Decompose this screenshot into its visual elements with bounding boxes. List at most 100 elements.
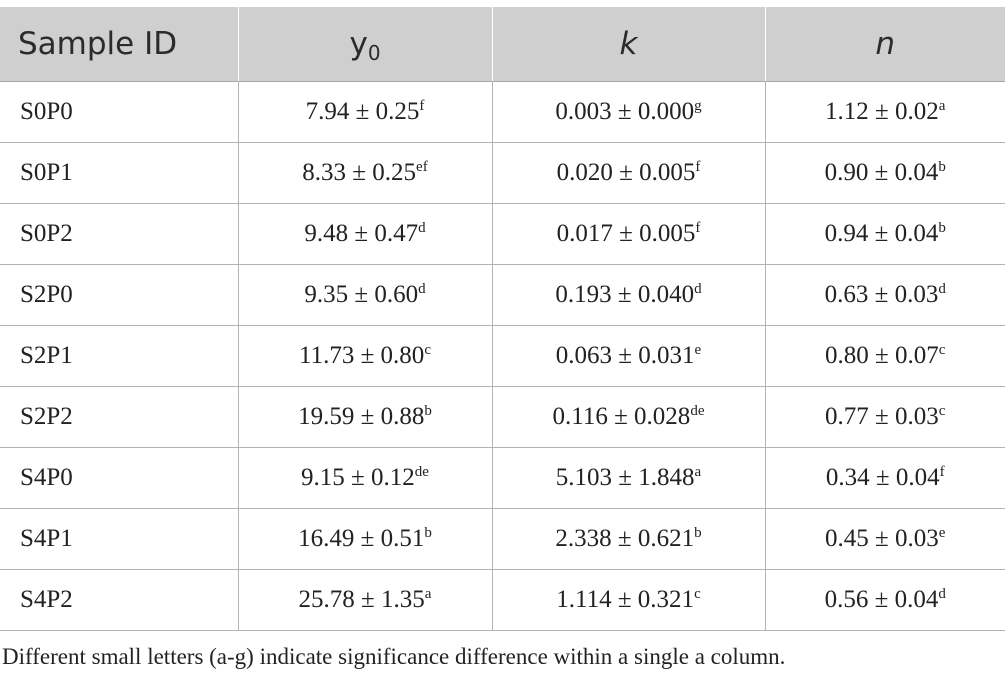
cell-k: 0.017 ± 0.005f bbox=[491, 203, 765, 265]
results-table: Sample ID y0 k n S0P0 7.94 ± 0.25f 0.003 ±… bbox=[0, 7, 1005, 631]
cell-sample-id: S4P2 bbox=[0, 569, 238, 631]
cell-k: 0.193 ± 0.040d bbox=[491, 264, 765, 326]
table-row: S2P0 9.35 ± 0.60d 0.193 ± 0.040d 0.63 ± 0.0… bbox=[0, 264, 1005, 326]
data-table-container: Sample ID y0 k n S0P0 7.94 ± 0.25f 0.003 ±… bbox=[0, 7, 1005, 631]
cell-y0-value: 11.73 ± 0.80 bbox=[299, 342, 425, 369]
cell-y0-value: 8.33 ± 0.25 bbox=[302, 159, 417, 186]
table-row: S0P2 9.48 ± 0.47d 0.017 ± 0.005f 0.94 ± 0.0… bbox=[0, 203, 1005, 265]
cell-k-significance: f bbox=[695, 159, 701, 175]
cell-y0-value: 9.35 ± 0.60 bbox=[304, 281, 419, 308]
cell-n: 0.77 ± 0.03c bbox=[764, 386, 1005, 448]
cell-n-significance: d bbox=[938, 281, 946, 297]
cell-y0: 9.15 ± 0.12de bbox=[237, 447, 492, 509]
cell-y0-significance: de bbox=[414, 464, 429, 480]
header-k: k bbox=[491, 7, 765, 82]
cell-y0: 19.59 ± 0.88b bbox=[237, 386, 492, 448]
cell-sample-id: S2P0 bbox=[0, 264, 238, 326]
cell-n: 0.63 ± 0.03d bbox=[764, 264, 1005, 326]
cell-k: 0.003 ± 0.000g bbox=[491, 81, 765, 143]
header-sample-id: Sample ID bbox=[0, 7, 238, 82]
cell-n-significance: c bbox=[938, 403, 946, 419]
header-y0: y0 bbox=[237, 7, 492, 82]
cell-n-significance: b bbox=[938, 159, 946, 175]
cell-n-significance: a bbox=[938, 98, 946, 114]
cell-y0-value: 19.59 ± 0.88 bbox=[298, 403, 425, 430]
header-n-label: n bbox=[875, 26, 896, 62]
cell-n-value: 0.56 ± 0.04 bbox=[824, 586, 939, 613]
cell-sample-id: S0P0 bbox=[0, 81, 238, 143]
header-sample-id-label: Sample ID bbox=[18, 26, 178, 62]
cell-sample-id: S2P1 bbox=[0, 325, 238, 387]
cell-y0-significance: b bbox=[424, 525, 432, 541]
cell-k-value: 0.017 ± 0.005 bbox=[556, 220, 696, 247]
header-row: Sample ID y0 k n bbox=[0, 7, 1005, 82]
cell-k-value: 0.193 ± 0.040 bbox=[555, 281, 695, 308]
header-n: n bbox=[764, 7, 1005, 82]
cell-n: 0.56 ± 0.04d bbox=[764, 569, 1005, 631]
cell-k-significance: f bbox=[695, 220, 701, 236]
table-row: S0P0 7.94 ± 0.25f 0.003 ± 0.000g 1.12 ± 0.0… bbox=[0, 81, 1005, 143]
cell-y0-significance: a bbox=[424, 586, 432, 602]
cell-k-value: 0.063 ± 0.031 bbox=[555, 342, 695, 369]
cell-n-value: 0.77 ± 0.03 bbox=[825, 403, 939, 430]
cell-k-significance: de bbox=[690, 403, 705, 419]
cell-k-significance: g bbox=[694, 98, 702, 114]
cell-y0: 16.49 ± 0.51b bbox=[237, 508, 492, 570]
cell-n-value: 0.63 ± 0.03 bbox=[824, 281, 939, 308]
cell-sample-id: S0P1 bbox=[0, 142, 238, 204]
table-header: Sample ID y0 k n bbox=[0, 7, 1005, 82]
cell-n-value: 0.45 ± 0.03 bbox=[825, 525, 939, 552]
cell-y0-significance: b bbox=[424, 403, 432, 419]
cell-k-value: 0.116 ± 0.028 bbox=[552, 403, 691, 430]
header-y0-subscript: 0 bbox=[367, 41, 381, 65]
cell-y0-value: 9.48 ± 0.47 bbox=[304, 220, 419, 247]
cell-n: 0.94 ± 0.04b bbox=[764, 203, 1005, 265]
cell-y0-significance: d bbox=[418, 281, 426, 297]
cell-y0-value: 9.15 ± 0.12 bbox=[301, 464, 415, 491]
table-row: S4P1 16.49 ± 0.51b 2.338 ± 0.621b 0.45 ± 0.… bbox=[0, 508, 1005, 570]
cell-k: 0.063 ± 0.031e bbox=[491, 325, 765, 387]
table-row: S0P1 8.33 ± 0.25ef 0.020 ± 0.005f 0.90 ± 0.… bbox=[0, 142, 1005, 204]
cell-k-value: 5.103 ± 1.848 bbox=[555, 464, 695, 491]
cell-k-significance: d bbox=[694, 281, 702, 297]
cell-n-significance: f bbox=[939, 464, 945, 480]
cell-k: 0.116 ± 0.028de bbox=[491, 386, 765, 448]
cell-y0: 11.73 ± 0.80c bbox=[237, 325, 492, 387]
header-k-label: k bbox=[619, 26, 638, 62]
cell-k: 2.338 ± 0.621b bbox=[491, 508, 765, 570]
cell-sample-id: S4P0 bbox=[0, 447, 238, 509]
cell-k-value: 2.338 ± 0.621 bbox=[555, 525, 695, 552]
cell-y0-significance: ef bbox=[416, 159, 428, 175]
cell-y0-value: 7.94 ± 0.25 bbox=[305, 98, 420, 125]
cell-k: 0.020 ± 0.005f bbox=[491, 142, 765, 204]
cell-n-significance: c bbox=[938, 342, 946, 358]
cell-y0-value: 16.49 ± 0.51 bbox=[298, 525, 425, 552]
table-footnote: Different small letters (a-g) indicate s… bbox=[2, 644, 786, 669]
cell-y0: 7.94 ± 0.25f bbox=[237, 81, 492, 143]
table-row: S4P0 9.15 ± 0.12de 5.103 ± 1.848a 0.34 ± 0.… bbox=[0, 447, 1005, 509]
cell-k-significance: c bbox=[694, 586, 701, 602]
cell-sample-id: S2P2 bbox=[0, 386, 238, 448]
cell-y0-significance: d bbox=[418, 220, 426, 236]
cell-y0-value: 25.78 ± 1.35 bbox=[298, 586, 425, 613]
cell-n: 0.45 ± 0.03e bbox=[764, 508, 1005, 570]
cell-k-significance: e bbox=[694, 342, 702, 358]
cell-n-significance: e bbox=[938, 525, 946, 541]
table-row: S2P1 11.73 ± 0.80c 0.063 ± 0.031e 0.80 ± 0.… bbox=[0, 325, 1005, 387]
cell-sample-id: S0P2 bbox=[0, 203, 238, 265]
cell-k-value: 0.003 ± 0.000 bbox=[555, 98, 695, 125]
cell-n-value: 0.80 ± 0.07 bbox=[825, 342, 939, 369]
table-row: S2P2 19.59 ± 0.88b 0.116 ± 0.028de 0.77 ± 0… bbox=[0, 386, 1005, 448]
cell-k-significance: a bbox=[694, 464, 702, 480]
cell-n: 0.80 ± 0.07c bbox=[764, 325, 1005, 387]
cell-n-value: 0.34 ± 0.04 bbox=[825, 464, 940, 491]
cell-sample-id: S4P1 bbox=[0, 508, 238, 570]
cell-k-significance: b bbox=[694, 525, 702, 541]
cell-k: 1.114 ± 0.321c bbox=[491, 569, 765, 631]
cell-k-value: 0.020 ± 0.005 bbox=[556, 159, 696, 186]
cell-y0-significance: c bbox=[424, 342, 431, 358]
header-y0-label: y bbox=[349, 26, 368, 62]
cell-y0-significance: f bbox=[419, 98, 425, 114]
cell-n: 1.12 ± 0.02a bbox=[764, 81, 1005, 143]
cell-y0: 25.78 ± 1.35a bbox=[237, 569, 492, 631]
